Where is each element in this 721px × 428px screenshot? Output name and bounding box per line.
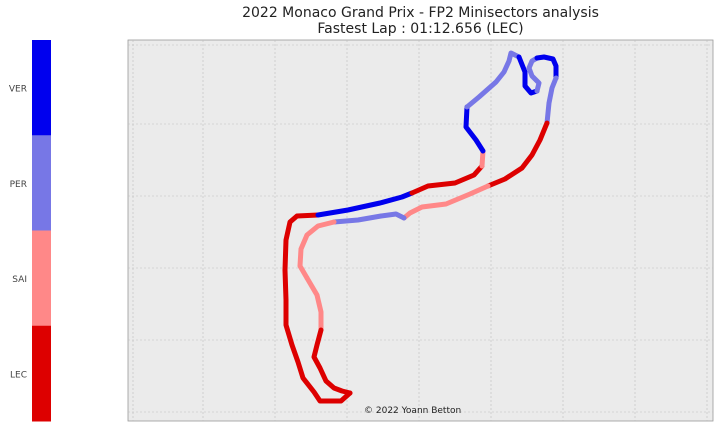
copyright-credit: © 2022 Yoann Betton	[364, 406, 462, 416]
track-segment-sai	[304, 275, 324, 333]
track-segment-lec	[311, 327, 353, 396]
driver-colorbar: VER PER SAI LEC	[9, 40, 51, 422]
track-segment-per	[526, 55, 542, 94]
chart-subtitle: Fastest Lap : 01:12.656 (LEC)	[317, 21, 524, 37]
colorbar-label-per: PER	[10, 180, 27, 190]
track-segment-lec	[409, 163, 485, 196]
colorbar-segment-per	[32, 135, 51, 231]
track-segment-sai	[401, 183, 491, 221]
track-segment-ver	[315, 190, 415, 218]
track-segment-per	[544, 75, 559, 126]
track-segment-ver	[463, 104, 486, 154]
track-segment-per	[331, 211, 407, 225]
track-segment-sai	[297, 219, 337, 281]
track-segment-ver	[516, 54, 540, 96]
track-segment-per	[464, 50, 522, 110]
colorbar-segment-sai	[32, 230, 51, 327]
track-segment-sai	[479, 148, 486, 169]
track-segment-ver	[534, 54, 559, 81]
colorbar-label-lec: LEC	[10, 370, 27, 380]
plot-background	[127, 39, 714, 422]
colorbar-segment-ver	[32, 40, 51, 136]
colorbar-label-ver: VER	[9, 85, 27, 95]
track-segment-lec	[485, 120, 550, 189]
colorbar-segment-lec	[32, 325, 51, 422]
track-segment-lec	[282, 212, 353, 404]
colorbar-label-sai: SAI	[12, 275, 27, 285]
chart-title: 2022 Monaco Grand Prix - FP2 Minisectors…	[242, 5, 599, 21]
